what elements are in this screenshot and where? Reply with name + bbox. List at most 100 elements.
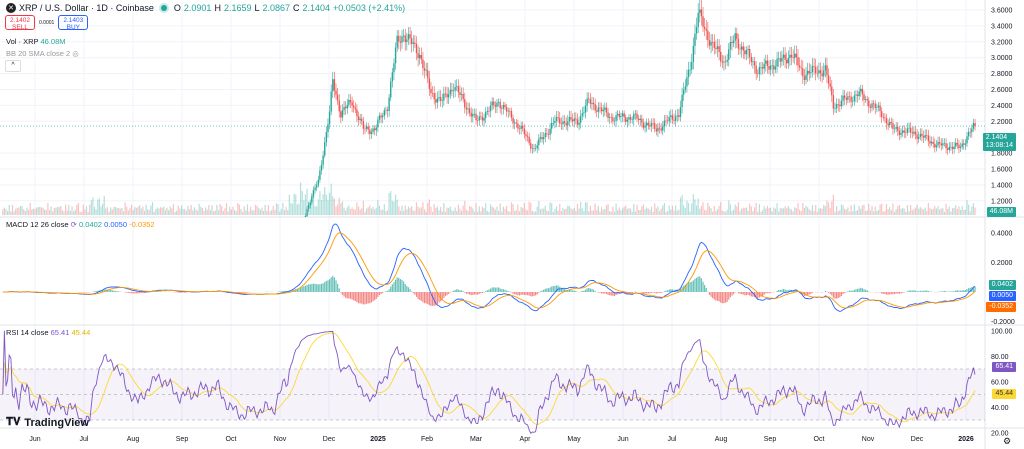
volume-bar — [712, 211, 714, 215]
volume-bar — [198, 203, 200, 215]
macd-histogram-bar — [945, 291, 947, 292]
volume-bar — [380, 209, 382, 215]
volume-bar — [583, 210, 585, 215]
candle-body — [670, 115, 672, 117]
volume-bar — [253, 210, 255, 215]
candle-body — [658, 127, 661, 129]
candle-body — [755, 65, 757, 74]
macd-histogram-bar — [768, 292, 770, 294]
rsi-legend[interactable]: RSI 14 close 65.41 45.44 — [6, 328, 90, 337]
volume-bar — [320, 200, 323, 215]
candle-body — [940, 143, 942, 146]
volume-bar — [396, 199, 398, 215]
candle-body — [955, 142, 957, 147]
macd-histogram-bar — [129, 292, 131, 294]
volume-bar — [615, 203, 617, 215]
volume-bar — [192, 210, 194, 215]
candle-body — [911, 132, 913, 134]
candle-body — [168, 249, 169, 250]
candle-body — [221, 249, 222, 250]
candle-body — [705, 28, 707, 31]
macd-legend[interactable]: MACD 12 26 close ⟳ 0.0402 0.0050 -0.0352 — [6, 220, 155, 229]
candle-body — [504, 104, 506, 107]
macd-histogram-bar — [605, 292, 608, 294]
candle-body — [699, 9, 701, 13]
macd-histogram-bar — [97, 290, 99, 292]
macd-histogram-bar — [132, 292, 134, 294]
eye-hidden-icon[interactable]: ◎ — [72, 49, 79, 58]
candle-body — [224, 250, 225, 251]
tradingview-logo[interactable]: 𝐓𝐕 TradingView — [6, 416, 89, 429]
macd-histogram-bar — [686, 283, 688, 292]
volume-bar — [343, 207, 345, 215]
symbol-title[interactable]: XRP / U.S. Dollar · 1D · Coinbase — [19, 3, 154, 13]
candle-body — [602, 109, 604, 112]
candle-body — [909, 127, 912, 133]
candle-body — [811, 66, 814, 73]
buy-button[interactable]: 2.1403 BUY — [58, 15, 89, 31]
volume-bar — [744, 208, 746, 215]
macd-histogram-bar — [861, 288, 863, 292]
volume-bar — [105, 208, 107, 215]
spread-value: 0.0001 — [39, 19, 55, 26]
macd-tick-label: 0.4000 — [991, 231, 1013, 238]
macd-histogram-bar — [702, 281, 704, 292]
volume-bar — [586, 202, 588, 215]
candle-body — [964, 143, 967, 145]
macd-histogram-bar — [552, 286, 554, 292]
macd-histogram-bar — [143, 292, 146, 293]
candle-body — [565, 123, 567, 126]
candle-body — [208, 249, 209, 250]
volume-bar — [356, 202, 358, 215]
candle-body — [668, 116, 670, 122]
bb-legend[interactable]: BB 20 SMA close 2 ◎ — [6, 49, 79, 58]
volume-bar — [803, 207, 806, 215]
volume-bar — [609, 211, 611, 215]
candle-body — [273, 256, 274, 257]
candle-body — [946, 148, 949, 150]
volume-bar — [312, 195, 315, 215]
volume-legend[interactable]: Vol · XRP 46.08M — [6, 37, 66, 46]
volume-bar — [454, 207, 456, 215]
macd-histogram-bar — [918, 291, 920, 292]
volume-bar — [7, 211, 9, 215]
candle-body — [274, 257, 275, 258]
macd-histogram-bar — [436, 292, 439, 305]
volume-bar — [675, 205, 677, 215]
volume-bar — [784, 206, 786, 215]
candle-body — [10, 254, 11, 255]
time-tick-label: Oct — [814, 436, 825, 443]
volume-bar — [507, 211, 509, 215]
volume-bar — [219, 204, 221, 215]
candle-body — [391, 72, 394, 82]
volume-bar — [283, 210, 286, 215]
macd-histogram-bar — [866, 290, 868, 292]
macd-histogram-bar — [478, 292, 480, 294]
collapse-legend-button[interactable]: ^ — [5, 60, 21, 72]
volume-bar — [470, 206, 472, 215]
macd-settings-icon[interactable]: ⟳ — [70, 220, 77, 229]
volume-bar — [768, 208, 770, 215]
candle-body — [9, 254, 10, 255]
volume-bar — [610, 211, 612, 215]
candle-body — [380, 115, 382, 118]
volume-bar — [525, 209, 527, 215]
candle-body — [821, 73, 823, 77]
volume-bar — [629, 208, 632, 215]
volume-bar — [493, 207, 495, 215]
sell-button[interactable]: 2.1402 SELL — [5, 15, 35, 31]
volume-bar — [792, 211, 794, 215]
volume-bar — [403, 211, 405, 215]
candle-body — [200, 248, 201, 249]
volume-bar — [968, 204, 970, 215]
volume-bar — [729, 204, 731, 215]
volume-bar — [692, 194, 694, 215]
volume-bar — [44, 209, 46, 215]
settings-icon[interactable]: ⚙ — [1003, 436, 1012, 446]
macd-histogram-bar — [179, 292, 181, 293]
volume-bar — [861, 205, 863, 215]
macd-histogram-bar — [341, 292, 344, 295]
volume-bar — [374, 209, 376, 215]
candle-body — [518, 128, 521, 130]
